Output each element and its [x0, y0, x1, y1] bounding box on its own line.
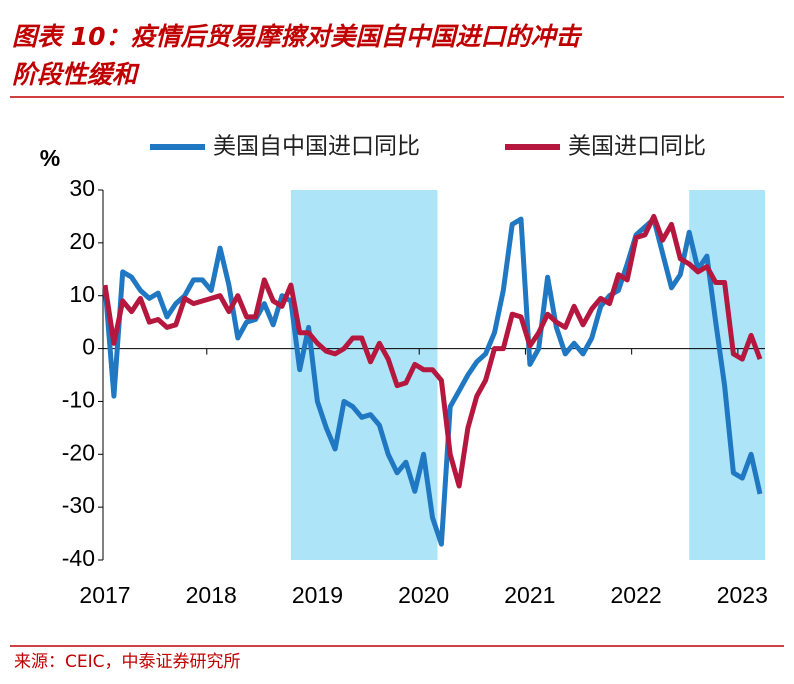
- x-tick-label: 2021: [504, 582, 555, 608]
- shaded-period: [689, 190, 765, 560]
- y-tick-label: 10: [69, 281, 95, 307]
- y-tick-label: 0: [82, 334, 95, 360]
- legend-label: 美国进口同比: [568, 134, 706, 160]
- chart-title: 图表 10：疫情后贸易摩擦对美国自中国进口的冲击: [12, 22, 582, 51]
- y-tick-label: -40: [62, 545, 95, 571]
- y-tick-label: -10: [62, 387, 95, 413]
- y-tick-label: 30: [69, 175, 95, 201]
- y-axis-label: %: [40, 145, 60, 171]
- x-tick-label: 2023: [717, 582, 768, 608]
- y-tick-label: -30: [62, 492, 95, 518]
- chart-title: 阶段性缓和: [12, 60, 140, 89]
- source: 来源：CEIC，中泰证券研究所: [14, 652, 241, 672]
- series-line: [102, 213, 763, 489]
- x-tick-label: 2022: [610, 582, 661, 608]
- x-tick-label: 2020: [398, 582, 449, 608]
- legend-label: 美国自中国进口同比: [213, 134, 420, 160]
- y-tick-label: -20: [62, 439, 95, 465]
- x-tick-label: 2019: [292, 582, 343, 608]
- x-tick-label: 2018: [186, 582, 237, 608]
- x-tick-label: 2017: [79, 582, 130, 608]
- y-tick-label: 20: [69, 228, 95, 254]
